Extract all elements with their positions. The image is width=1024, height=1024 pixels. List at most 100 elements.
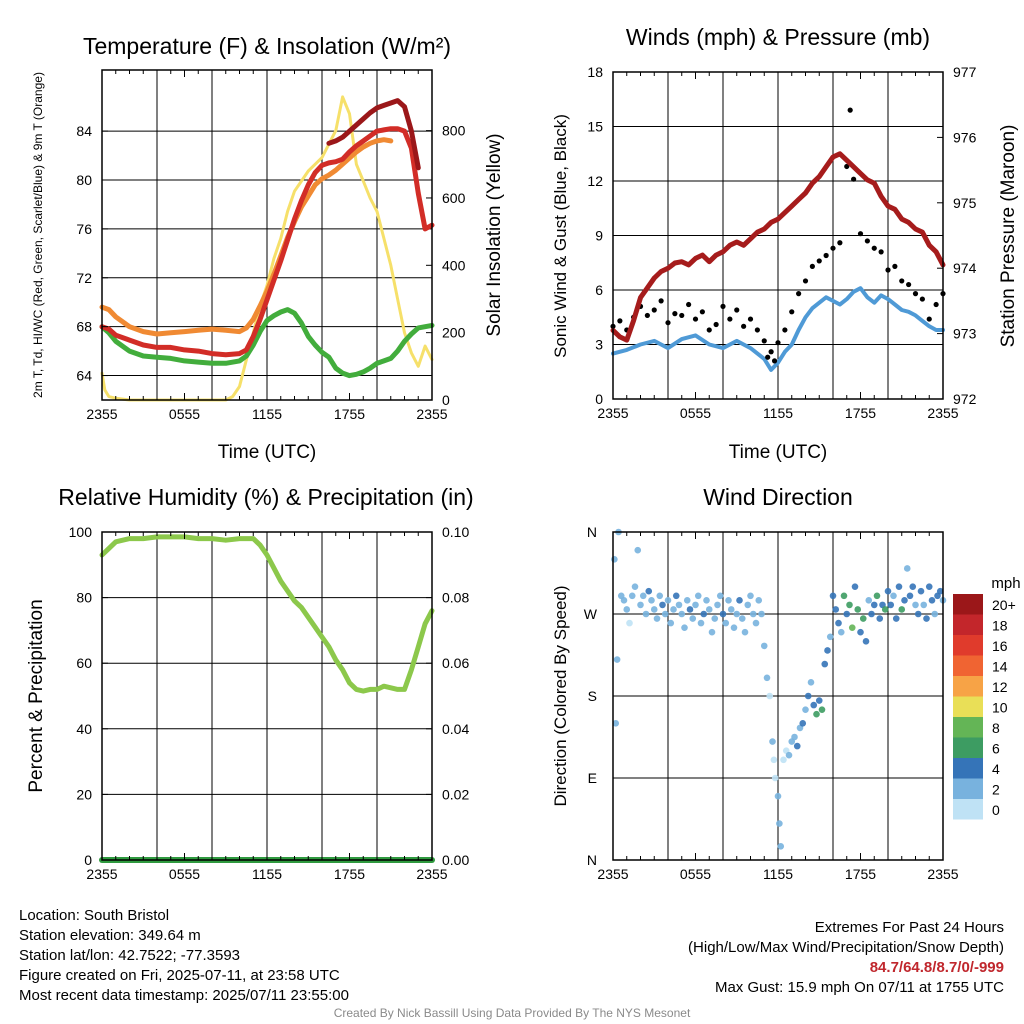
direction-point [700, 610, 708, 618]
legend-swatch [953, 758, 983, 779]
direction-point [780, 756, 787, 764]
direction-point [716, 592, 724, 600]
direction-point [711, 615, 719, 622]
direction-point [868, 610, 875, 618]
humidity-panel: Relative Humidity (%) & Precipitation (i… [26, 484, 474, 882]
y-tick-label-left: 0 [84, 852, 92, 868]
gust-point [782, 327, 788, 333]
direction-point [725, 597, 732, 604]
direction-point [645, 587, 653, 595]
temperature-ticks: 2355 0555 1155 1755 2355 64 68 72 76 80 84 0 200 400 6… [76, 70, 466, 422]
winds-ylabel-right: Station Pressure (Maroon) [998, 125, 1019, 348]
direction-point [936, 587, 944, 595]
direction-point [626, 619, 633, 627]
legend-label: 8 [992, 720, 1000, 736]
gust-point [847, 107, 853, 113]
direction-point [862, 638, 870, 645]
direction-point [865, 597, 873, 604]
direction-point [648, 597, 655, 604]
humidity-title: Relative Humidity (%) & Precipitation (i… [58, 484, 473, 510]
gust-point [658, 298, 664, 304]
direction-point [848, 624, 856, 631]
x-tick-label: 1755 [334, 406, 365, 422]
direction-tick-label: E [588, 770, 597, 786]
gust-point [796, 291, 802, 297]
gust-point [747, 316, 754, 322]
temperature-ylabel-left: 2m T, Td, HI/WC (Red, Green, Scarlet/Blu… [31, 72, 45, 398]
temperature-xlabel: Time (UTC) [218, 442, 317, 463]
direction-point [884, 587, 892, 595]
direction-point [755, 597, 763, 604]
gust-point [741, 323, 747, 329]
direction-point [774, 792, 782, 800]
y-tick-label-left: 100 [69, 524, 93, 540]
direction-point [813, 710, 820, 718]
temperature-title: Temperature (F) & Insolation (W/m²) [83, 33, 451, 59]
y-tick-label-left: 3 [595, 337, 603, 353]
x-tick-label: 1155 [763, 405, 793, 421]
gust-point [892, 263, 898, 269]
gust-point [699, 309, 705, 315]
direction-point [722, 619, 730, 627]
gust-point [926, 316, 932, 322]
direction-point [705, 606, 713, 613]
y-tick-label-left: 9 [595, 228, 603, 244]
station-info: Location: South Bristol Station elevatio… [19, 906, 349, 1006]
gust-point [830, 245, 836, 251]
y-tick-label-left: 0 [595, 391, 603, 407]
gust-point [919, 296, 925, 302]
direction-point [628, 592, 636, 600]
direction-point [681, 624, 688, 631]
direction-point [631, 583, 639, 590]
heat-index-line [326, 98, 421, 171]
gust-point [768, 349, 774, 355]
gust-point [899, 278, 905, 284]
relative-humidity-line [99, 534, 435, 694]
info-latlon: Station lat/lon: 42.7522; -77.3593 [19, 947, 241, 964]
direction-grid [613, 532, 943, 860]
direction-point [708, 628, 716, 636]
legend-label: 12 [992, 679, 1008, 695]
direction-point [656, 592, 664, 600]
x-tick-label: 0555 [169, 866, 200, 882]
direction-point [613, 656, 621, 663]
sonic-wind-line [611, 286, 945, 372]
direction-point [854, 606, 862, 613]
gust-point [802, 278, 809, 284]
winds-ylabel-left: Sonic Wind & Gust (Blue, Black) [551, 114, 570, 358]
y-tick-label-left: 20 [76, 786, 92, 802]
x-tick-label: 1755 [334, 866, 365, 882]
direction-title: Wind Direction [703, 484, 853, 510]
direction-point [843, 610, 851, 618]
direction-point [692, 601, 699, 609]
direction-point [719, 610, 727, 618]
direction-point [727, 606, 735, 613]
y-tick-label-right: 400 [442, 257, 466, 273]
dewpoint-line [99, 307, 435, 379]
legend-swatch [953, 676, 983, 697]
y-tick-label-right: 0.00 [442, 852, 469, 868]
y-tick-label-left: 64 [76, 368, 92, 384]
gust-point [851, 176, 857, 182]
direction-tick-label: N [587, 852, 597, 868]
x-tick-label: 0555 [680, 405, 711, 421]
extremes-info: Extremes For Past 24 Hours (High/Low/Max… [688, 918, 1004, 998]
direction-point [826, 633, 834, 641]
gust-point [644, 312, 650, 319]
legend-label: 18 [992, 618, 1008, 634]
y-tick-label-right: 0.04 [442, 721, 469, 737]
gust-point [765, 354, 771, 360]
gust-point [761, 338, 767, 344]
direction-point [837, 628, 845, 636]
direction-point [686, 606, 694, 613]
direction-point [733, 610, 741, 618]
direction-point [804, 692, 812, 700]
direction-point [840, 592, 848, 600]
legend-swatch [953, 614, 983, 635]
direction-point [928, 597, 936, 604]
direction-point [890, 592, 897, 600]
direction-tick-label: W [584, 606, 598, 622]
direction-points [611, 528, 947, 850]
direction-point [793, 742, 801, 750]
